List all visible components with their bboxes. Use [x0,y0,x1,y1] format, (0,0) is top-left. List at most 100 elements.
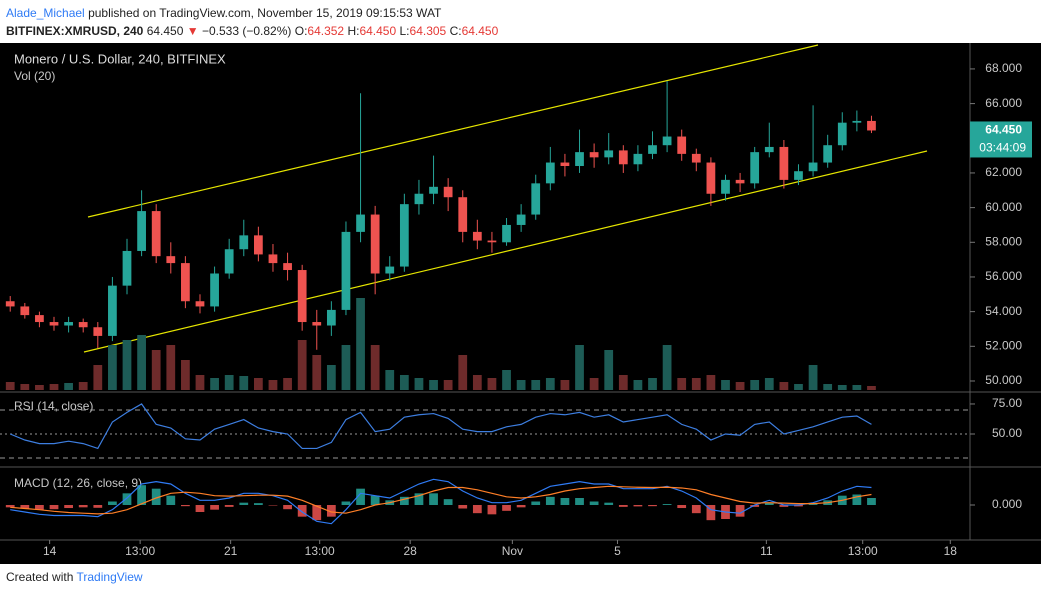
volume-bar [49,384,59,390]
volume-bar [764,378,774,390]
histogram-bar [78,505,88,508]
histogram-bar [443,499,453,505]
volume-bar [560,380,570,390]
volume-bar [604,350,614,390]
histogram-bar [633,505,643,507]
histogram-bar [808,504,818,505]
histogram-bar [341,501,351,505]
candle-body [312,322,322,326]
histogram-bar [166,495,176,505]
volume-bar [531,380,541,390]
volume-bar [458,355,468,390]
volume-bar [108,345,117,390]
volume-bar [20,384,30,390]
volume-bar [78,382,88,390]
y-tick-label: 50.000 [985,373,1022,387]
histogram-bar [648,505,657,507]
volume-bar [589,378,599,390]
x-tick-label: 11 [760,544,773,558]
candle-body [779,146,789,180]
x-tick-label: 13:00 [125,544,155,558]
candle-body [5,301,15,307]
candle-body [487,240,497,243]
volume-bar [312,355,322,390]
candle-body [239,235,249,250]
histogram-bar [560,498,570,505]
author-link[interactable]: Alade_Michael [6,6,85,20]
x-tick-label: 13:00 [848,544,878,558]
histogram-bar [414,493,424,505]
candle-body [633,153,643,165]
x-tick-label: 18 [944,544,958,558]
volume-bar [64,383,73,390]
volume-bar [326,365,336,390]
volume-bar [399,375,409,390]
volume-bar [823,384,833,390]
candle-body [794,171,803,180]
candle-body [604,150,614,158]
candle-body [122,250,132,286]
candle-body [268,254,278,264]
histogram-bar [516,505,526,508]
histogram-bar [531,501,541,505]
h: 64.450 [359,24,397,38]
candle-body [64,322,73,326]
volume-bar [341,345,351,390]
candle-body [108,285,117,336]
volume-bar [268,380,278,390]
histogram-bar [239,502,249,505]
candle-body [326,309,336,326]
symbol: BITFINEX:XMRUSD, 240 [6,24,144,38]
candle-body [370,214,380,274]
volume-bar [5,382,15,390]
volume-bar [852,385,862,390]
price: 64.450 [146,24,184,38]
volume-bar [137,335,146,390]
volume-bar [794,384,803,390]
volume-bar [195,375,205,390]
volume-bar [166,345,176,390]
candle-body [195,301,205,307]
histogram-bar [326,505,336,517]
arrow: ▼ [186,24,199,38]
volume-bar [283,378,292,390]
candle-body [764,146,774,153]
candle-body [224,249,234,274]
candle-body [210,273,219,307]
channel-upper [87,44,819,218]
volume-bar [151,350,161,390]
h-label: H: [347,24,360,38]
volume-bar [750,380,760,390]
countdown: 03:44:09 [979,141,1026,155]
candle-body [648,145,657,154]
candle-body [750,152,760,184]
histogram-bar [458,505,468,509]
o-label: O: [294,24,308,38]
volume-bar [429,380,438,390]
candle-body [443,186,453,198]
histogram-bar [706,505,716,521]
histogram-bar [852,494,862,505]
histogram-bar [487,505,497,515]
histogram-bar [472,505,482,514]
histogram-bar [5,505,15,508]
candle-body [93,327,103,336]
x-tick-label: 21 [224,544,238,558]
volume-bar [370,345,380,390]
y-tick-label: 66.000 [985,96,1022,110]
candle-body [341,231,351,310]
histogram-bar [283,505,292,510]
volume-bar [239,376,249,390]
macd-line [10,478,872,525]
volume-bar [181,360,190,390]
volume-bar [779,382,789,390]
candle-body [808,162,818,172]
histogram-bar [794,505,803,507]
volume-bar [677,378,687,390]
histogram-bar [93,505,103,508]
histogram-bar [224,505,234,507]
rsi-line [9,403,872,450]
channel-lower [83,150,928,353]
brand[interactable]: TradingView [76,570,143,584]
histogram-bar [64,505,73,509]
